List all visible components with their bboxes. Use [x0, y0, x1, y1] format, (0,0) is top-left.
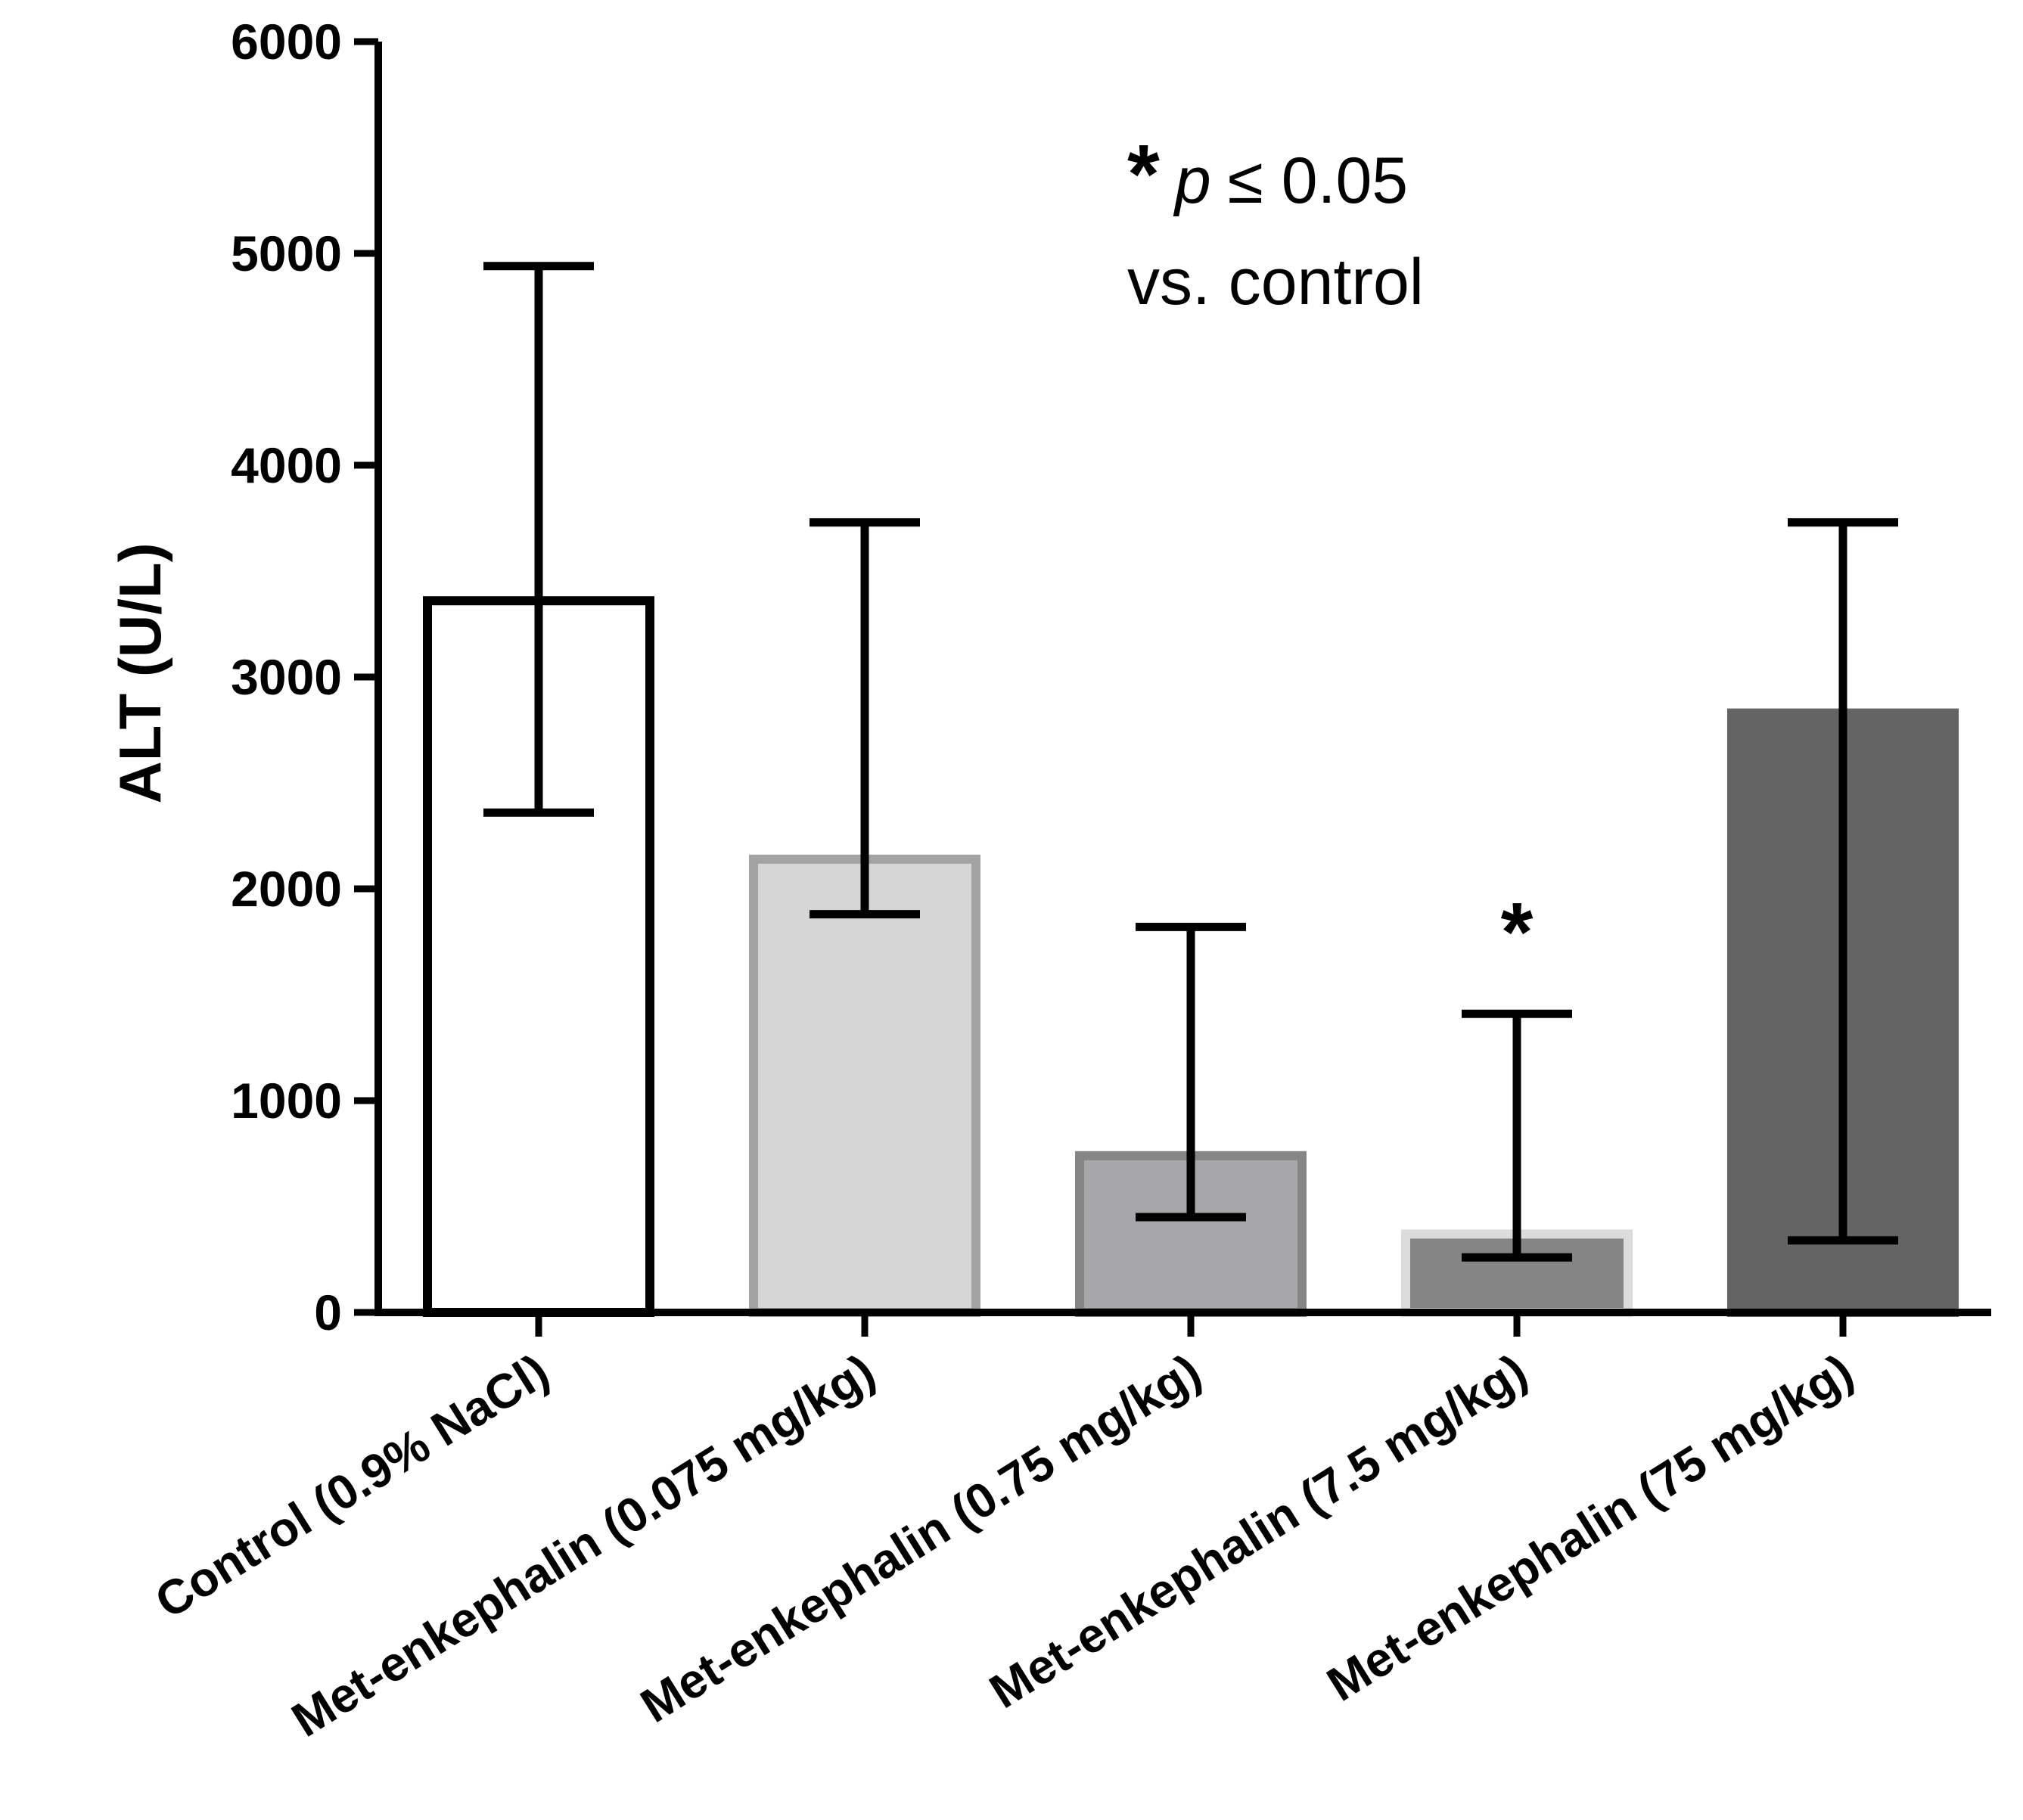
- legend-p-threshold: ≤ 0.05: [1228, 144, 1408, 217]
- bar: [749, 854, 980, 1318]
- x-category-label: Met-enkephalin (0.075 mg/kg): [282, 1343, 884, 1747]
- axes: [374, 42, 1991, 1337]
- error-bars: [483, 262, 1898, 1262]
- y-tick-label: 5000: [231, 225, 342, 281]
- y-axis-ticks: 0 1000 2000 3000 4000 5000 6000: [231, 14, 378, 1340]
- legend-line-1: * p ≤ 0.05: [1127, 128, 1408, 221]
- y-tick-label: 3000: [231, 649, 342, 705]
- y-axis-title: ALT (U/L): [107, 542, 173, 803]
- x-category-label: Met-enkephalin (0.75 mg/kg): [631, 1343, 1210, 1733]
- x-axis-labels: Control (0.9% NaCl)Met-enkephalin (0.075…: [146, 1343, 1863, 1747]
- significance-legend: * p ≤ 0.05 vs. control: [1127, 128, 1424, 318]
- legend-p-symbol: p: [1173, 144, 1211, 217]
- significance-marks: *: [1501, 886, 1534, 979]
- legend-star: *: [1127, 128, 1160, 221]
- y-tick-label: 2000: [231, 861, 342, 917]
- legend-line-2: vs. control: [1127, 246, 1424, 318]
- x-category-label: Met-enkephalin (7.5 mg/kg): [980, 1343, 1537, 1719]
- significance-star: *: [1501, 886, 1534, 979]
- y-tick-label: 6000: [231, 14, 342, 70]
- y-tick-label: 0: [314, 1284, 342, 1340]
- y-tick-label: 4000: [231, 437, 342, 493]
- x-category-label: Met-enkephalin (75 mg/kg): [1318, 1343, 1863, 1712]
- y-tick-label: 1000: [231, 1073, 342, 1129]
